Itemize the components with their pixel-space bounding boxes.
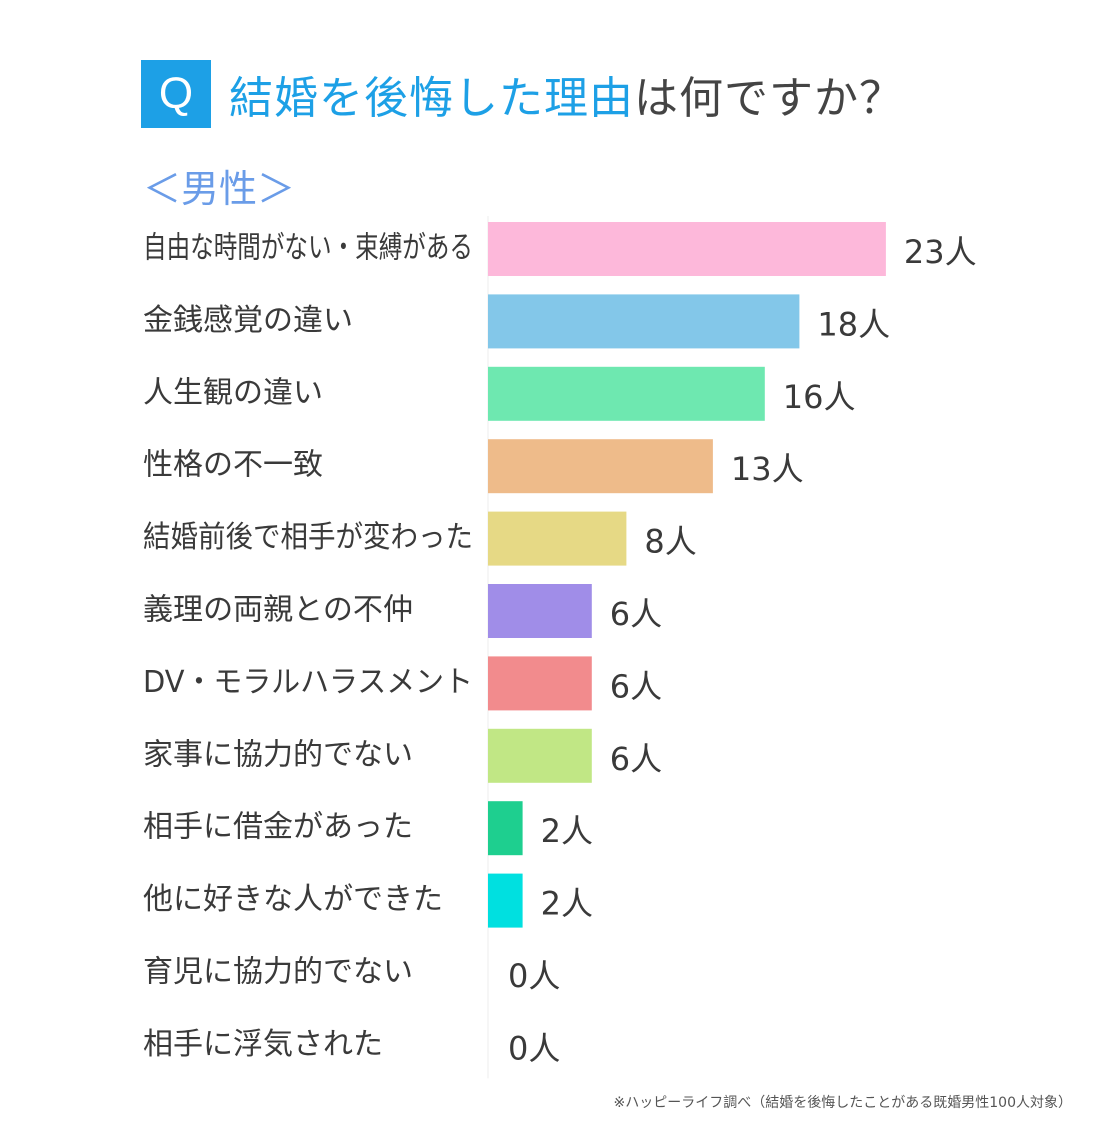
value-label: 16人 [783,378,856,416]
category-label: 人生観の違い [143,375,323,410]
value-label: 18人 [817,305,890,343]
title-highlight: 結婚を後悔した理由 [229,73,634,124]
value-label: 0人 [508,957,560,995]
category-label: 家事に協力的でない [143,737,413,772]
category-label: 相手に浮気された [143,1027,383,1062]
value-label: 23人 [904,233,977,271]
bar [488,511,627,566]
chart-title: Q 結婚を後悔した理由は何ですか？ [141,60,904,128]
category-label: 結婚前後で相手が変わった [143,520,473,555]
question-badge: Q [141,60,211,128]
category-label: 義理の両親との不仲 [143,593,413,628]
bar [488,656,592,711]
footnote: ※ハッピーライフ調べ（結婚を後悔したことがある既婚男性100人対象） [613,1095,1072,1111]
title-rest: は何ですか？ [634,73,904,124]
value-label: 0人 [508,1029,560,1067]
bar [488,222,886,276]
chart-subtitle: ＜男性＞ [143,167,296,211]
category-label: 自由な時間がない・束縛がある [143,231,473,266]
category-label: 性格の不一致 [143,448,323,483]
bar [488,439,713,494]
bar [488,366,765,421]
value-label: 6人 [610,740,662,778]
value-label: 2人 [541,812,593,850]
value-label: 6人 [610,595,662,633]
category-label: 相手に借金があった [143,810,413,845]
category-label: DV・モラルハラスメント [143,665,473,700]
category-label: 他に好きな人ができた [143,882,443,917]
value-label: 2人 [541,885,593,923]
bar [488,728,592,783]
title-text: 結婚を後悔した理由は何ですか？ [229,62,904,126]
bar [488,873,523,928]
value-label: 6人 [610,667,662,705]
bar [488,294,800,349]
value-label: 8人 [644,523,696,561]
value-label: 13人 [731,450,804,488]
category-label: 育児に協力的でない [143,955,413,990]
bar [488,801,523,856]
category-label: 金銭感覚の違い [143,303,353,338]
bar [488,584,592,638]
